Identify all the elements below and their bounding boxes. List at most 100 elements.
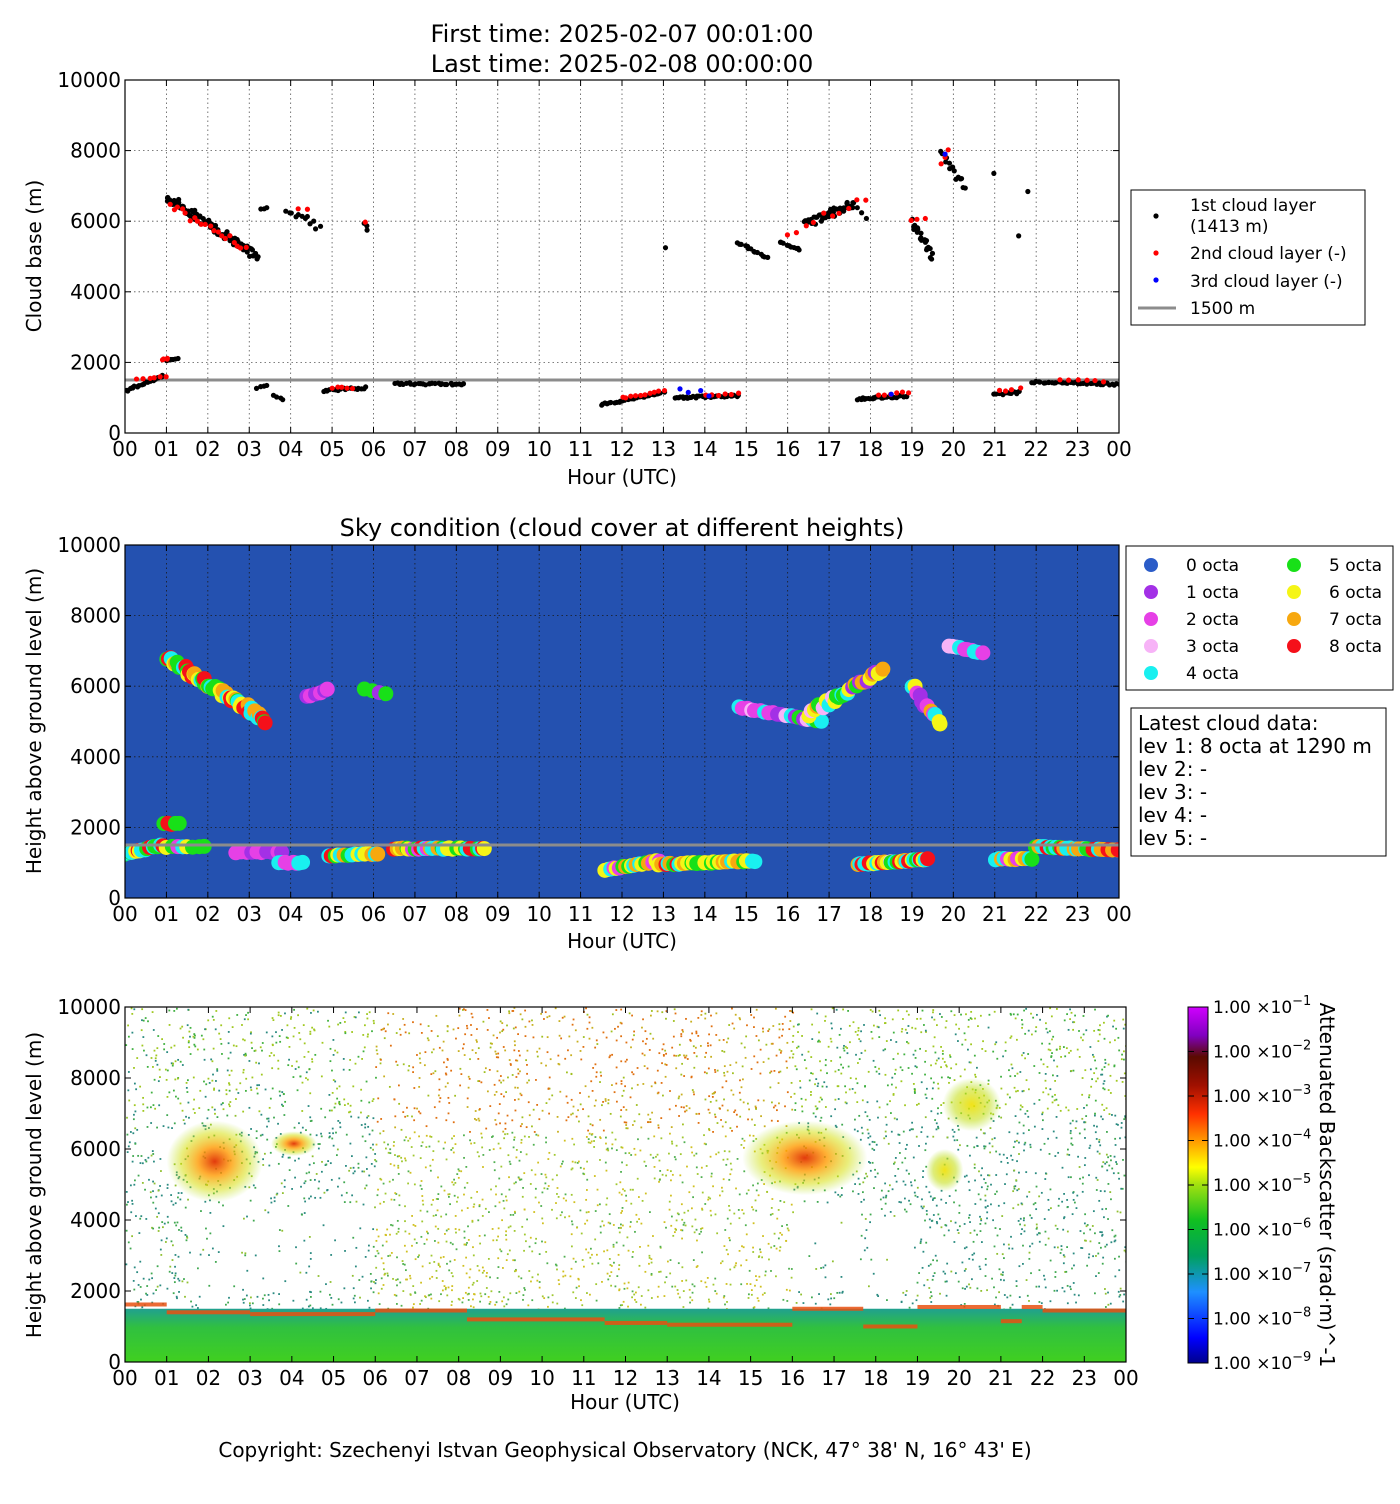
backscatter-pixel [507, 1133, 509, 1135]
backscatter-pixel [855, 1054, 857, 1056]
backscatter-pixel [546, 1102, 548, 1104]
backscatter-pixel [422, 1141, 424, 1143]
backscatter-pixel [495, 1205, 497, 1207]
backscatter-pixel [622, 1225, 624, 1227]
backscatter-pixel [134, 1104, 136, 1106]
backscatter-pixel [513, 1146, 515, 1148]
backscatter-pixel [404, 1024, 406, 1026]
backscatter-pixel [946, 1280, 948, 1282]
backscatter-pixel [143, 1278, 145, 1280]
backscatter-pixel [501, 1193, 503, 1195]
backscatter-pixel [374, 1159, 376, 1161]
backscatter-pixel [498, 1143, 500, 1145]
backscatter-pixel [1020, 1105, 1022, 1107]
backscatter-pixel [1104, 1246, 1106, 1248]
backscatter-pixel [150, 1197, 152, 1199]
backscatter-pixel [499, 1080, 501, 1082]
backscatter-pixel [914, 1050, 916, 1052]
backscatter-pixel [420, 1210, 422, 1212]
backscatter-pixel [834, 1108, 836, 1110]
backscatter-pixel [376, 1049, 378, 1051]
cloud-layer-1-point [264, 383, 269, 388]
backscatter-pixel [463, 1043, 465, 1045]
backscatter-pixel [299, 1272, 301, 1274]
backscatter-pixel [955, 1222, 957, 1224]
backscatter-pixel [174, 1222, 176, 1224]
backscatter-pixel [1010, 1013, 1012, 1015]
backscatter-pixel [858, 1178, 860, 1180]
cloud-layer-3-point [677, 386, 682, 391]
backscatter-pixel [639, 1265, 641, 1267]
backscatter-pixel [145, 1218, 147, 1220]
backscatter-pixel [262, 1278, 264, 1280]
backscatter-pixel [958, 1281, 960, 1283]
backscatter-pixel [533, 1211, 535, 1213]
backscatter-pixel [754, 1306, 756, 1308]
backscatter-pixel [525, 1240, 527, 1242]
backscatter-pixel [1106, 1107, 1108, 1109]
backscatter-pixel [944, 1273, 946, 1275]
backscatter-pixel [961, 1044, 963, 1046]
backscatter-pixel [1100, 1247, 1102, 1249]
backscatter-pixel [352, 1172, 354, 1174]
backscatter-pixel [778, 1023, 780, 1025]
backscatter-pixel [412, 1066, 414, 1068]
backscatter-pixel [431, 1276, 433, 1278]
backscatter-pixel [241, 1252, 243, 1254]
backscatter-pixel [446, 1230, 448, 1232]
backscatter-pixel [796, 1302, 798, 1304]
backscatter-pixel [442, 1050, 444, 1052]
backscatter-pixel [739, 1193, 741, 1195]
cloud-layer-2-point [1092, 378, 1097, 383]
backscatter-pixel [284, 1101, 286, 1103]
cloud-base-xlabel: Hour (UTC) [567, 465, 677, 489]
backscatter-pixel [230, 1052, 232, 1054]
backscatter-pixel [616, 1067, 618, 1069]
backscatter-pixel [295, 1263, 297, 1265]
backscatter-pixel [689, 1296, 691, 1298]
backscatter-pixel [855, 1031, 857, 1033]
backscatter-pixel [155, 1055, 157, 1057]
backscatter-pixel [639, 1150, 641, 1152]
backscatter-pixel [402, 1290, 404, 1292]
backscatter-pixel [412, 1071, 414, 1073]
backscatter-pixel [895, 1087, 897, 1089]
x-tick-label: 00 [1106, 437, 1131, 461]
cloud-layer-3-point [942, 152, 947, 157]
backscatter-pixel [310, 1196, 312, 1198]
backscatter-pixel [539, 1287, 541, 1289]
backscatter-pixel [150, 1106, 152, 1108]
backscatter-pixel [390, 1045, 392, 1047]
backscatter-pixel [621, 1023, 623, 1025]
backscatter-pixel [213, 1019, 215, 1021]
backscatter-pixel [801, 1106, 803, 1108]
cloud-layer-1-point [444, 382, 449, 387]
backscatter-pixel [226, 1093, 228, 1095]
backscatter-pixel [339, 1103, 341, 1105]
backscatter-pixel [668, 1153, 670, 1155]
backscatter-pixel [714, 1071, 716, 1073]
backscatter-pixel [1024, 1057, 1026, 1059]
backscatter-pixel [468, 1239, 470, 1241]
backscatter-pixel [602, 1101, 604, 1103]
backscatter-pixel [333, 1054, 335, 1056]
backscatter-pixel [428, 1039, 430, 1041]
backscatter-pixel [531, 1299, 533, 1301]
backscatter-pixel [1048, 1049, 1050, 1051]
cloud-layer-2-point [900, 389, 905, 394]
backscatter-pixel [974, 1203, 976, 1205]
backscatter-pixel [985, 1182, 987, 1184]
backscatter-pixel [232, 1026, 234, 1028]
backscatter-pixel [1039, 1241, 1041, 1243]
backscatter-pixel [1105, 1306, 1107, 1308]
backscatter-pixel [1095, 1068, 1097, 1070]
backscatter-pixel [1093, 1210, 1095, 1212]
x-tick-label: 05 [319, 902, 344, 926]
backscatter-pixel [647, 1114, 649, 1116]
backscatter-pixel [510, 1163, 512, 1165]
backscatter-pixel [666, 1064, 668, 1066]
backscatter-pixel [1060, 1110, 1062, 1112]
backscatter-pixel [1012, 1190, 1014, 1192]
backscatter-pixel [964, 1032, 966, 1034]
backscatter-pixel [497, 1257, 499, 1259]
